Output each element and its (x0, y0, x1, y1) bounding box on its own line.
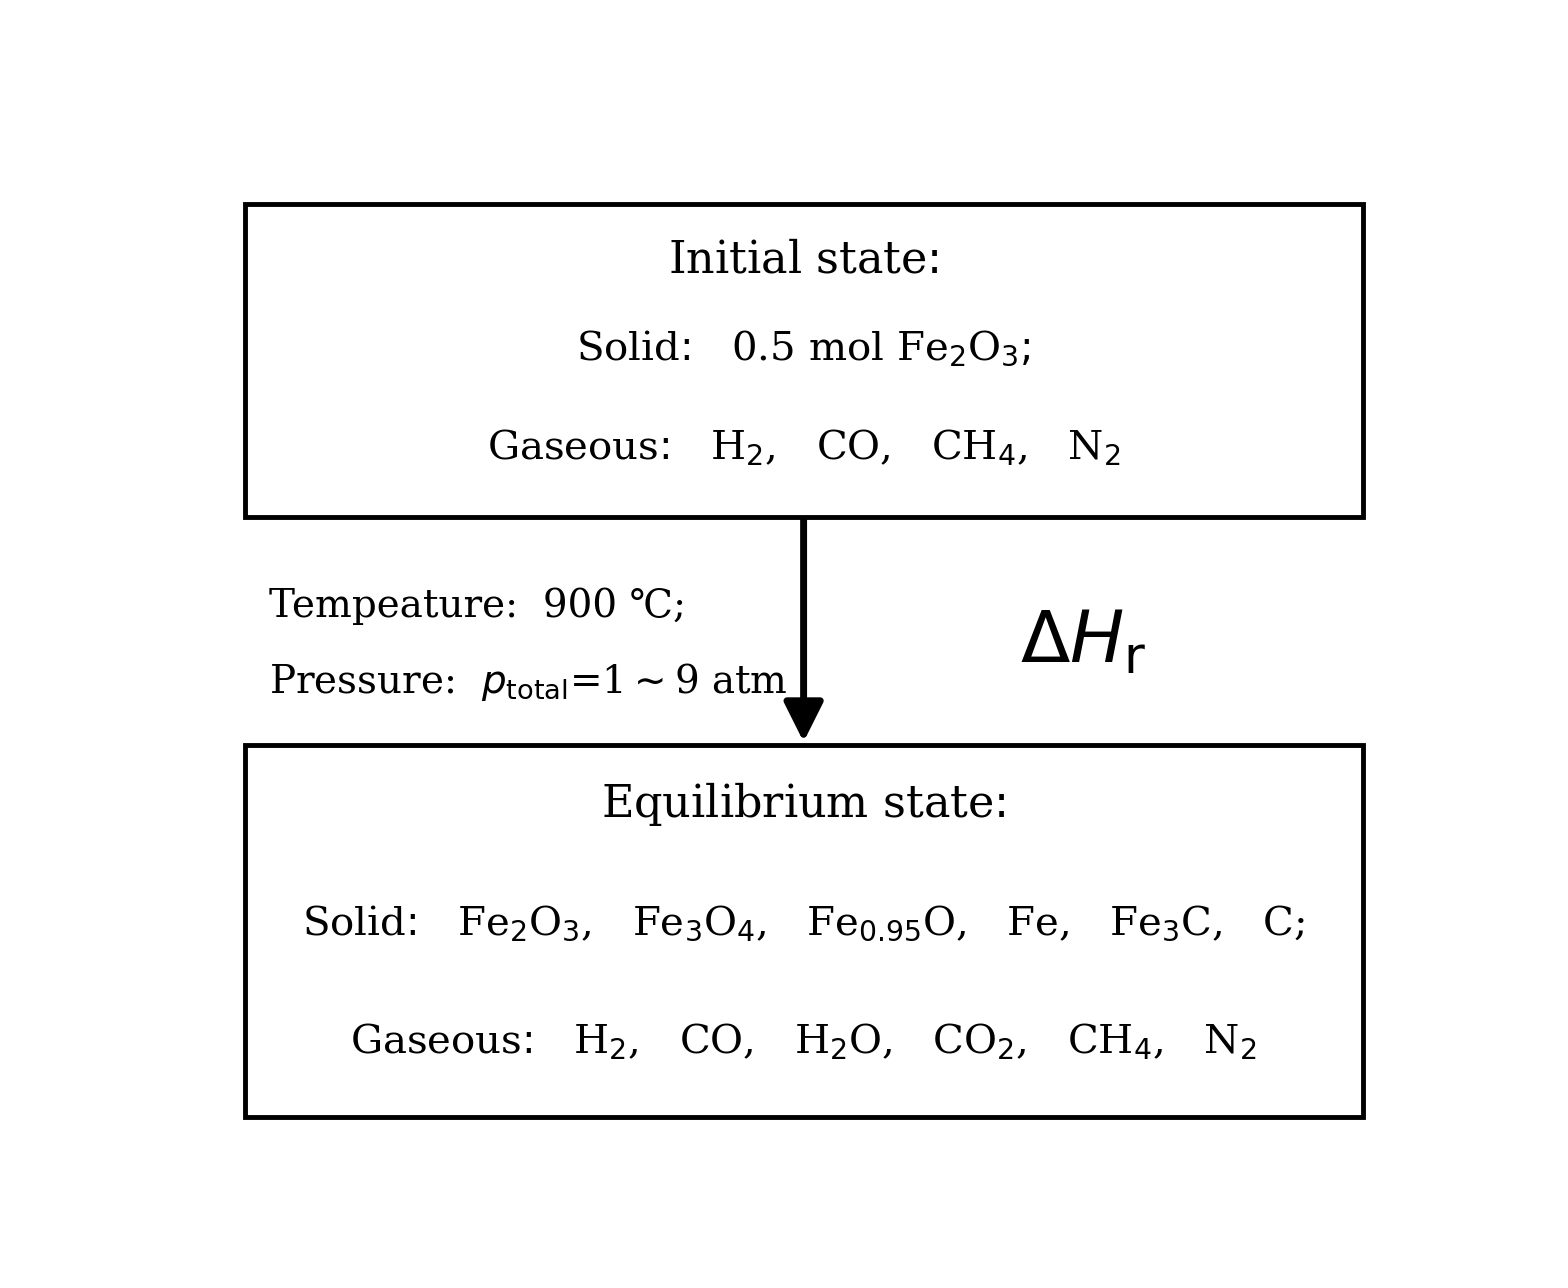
Text: Gaseous$\colon$   H$_2$,   CO,   H$_2$O,   CO$_2$,   CH$_4$,   N$_2$: Gaseous$\colon$ H$_2$, CO, H$_2$O, CO$_2… (350, 1021, 1258, 1063)
Text: Pressure:  $p_{\rm total}$=1$\sim$9 atm: Pressure: $p_{\rm total}$=1$\sim$9 atm (270, 661, 787, 703)
Text: Solid$\colon$   Fe$_2$O$_3$,   Fe$_3$O$_4$,   Fe$_{0.95}$O,   Fe,   Fe$_3$C,   C: Solid$\colon$ Fe$_2$O$_3$, Fe$_3$O$_4$, … (303, 903, 1305, 943)
Text: $\Delta H_{\rm r}$: $\Delta H_{\rm r}$ (1019, 607, 1146, 677)
Text: Equilibrium state$\colon$: Equilibrium state$\colon$ (601, 781, 1007, 828)
Text: Solid$\colon$   0.5 mol Fe$_2$O$_3$$\mathsf{;}$: Solid$\colon$ 0.5 mol Fe$_2$O$_3$$\maths… (577, 328, 1030, 368)
Text: Gaseous$\colon$   H$_2$,   CO,   CH$_4$,   N$_2$: Gaseous$\colon$ H$_2$, CO, CH$_4$, N$_2$ (488, 428, 1120, 468)
Text: Tempeature:  900 ℃;: Tempeature: 900 ℃; (270, 587, 685, 625)
Bar (245, 204, 1363, 516)
Text: Initial state$\colon$: Initial state$\colon$ (668, 238, 939, 282)
Bar (245, 744, 1363, 1117)
